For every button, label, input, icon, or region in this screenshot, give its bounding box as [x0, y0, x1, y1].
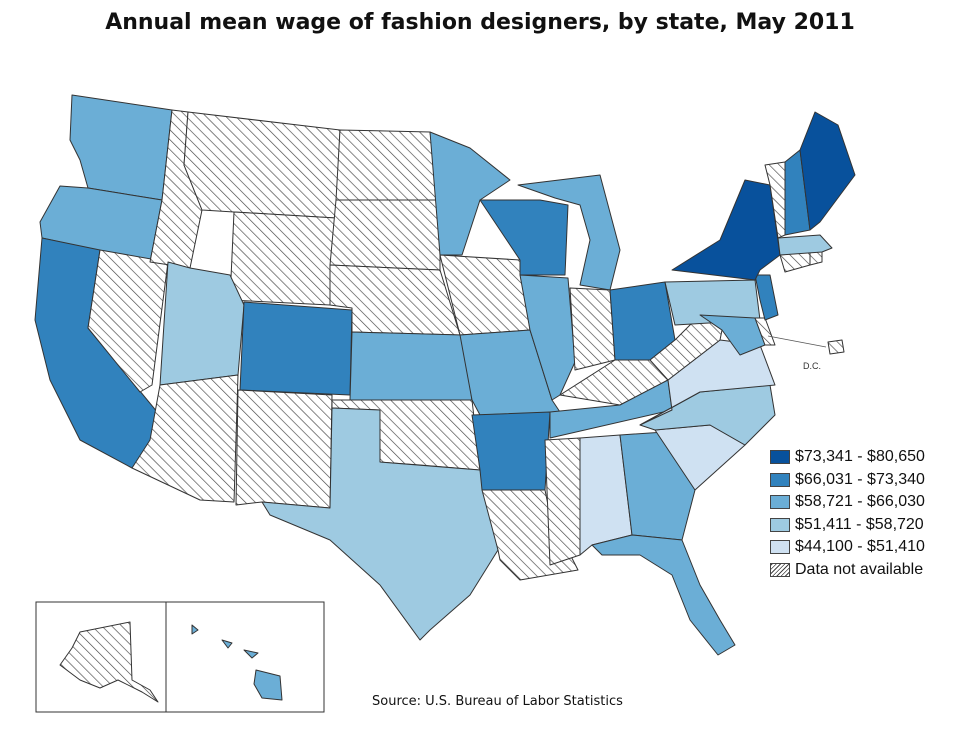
- state-ms: [544, 437, 581, 566]
- state-mi: [517, 174, 621, 291]
- legend-swatch: [770, 540, 790, 555]
- legend-swatch: [770, 495, 790, 510]
- legend-label: $73,341 - $80,650: [795, 448, 925, 466]
- legend-label: Data not available: [795, 560, 924, 578]
- state-nd: [335, 129, 441, 201]
- state-mt: [183, 111, 341, 219]
- state-tx: [261, 407, 499, 641]
- state-in: [569, 287, 616, 371]
- legend-swatch: [770, 517, 790, 532]
- legend: $73,341 - $80,650 $66,031 - $73,340 $58,72…: [770, 446, 955, 581]
- state-va: [639, 339, 776, 426]
- dc-label: D.C.: [803, 361, 821, 371]
- state-vt: [764, 161, 786, 239]
- legend-item: $73,341 - $80,650: [770, 446, 955, 469]
- state-wi: [479, 199, 569, 276]
- state-wa: [69, 94, 173, 201]
- state-wy: [229, 211, 337, 306]
- legend-item: Data not available: [770, 559, 955, 582]
- state-ak: [59, 621, 159, 703]
- state-ny: [671, 179, 781, 281]
- legend-item: $58,721 - $66,030: [770, 491, 955, 514]
- legend-label: $44,100 - $51,410: [795, 538, 925, 556]
- state-me: [799, 111, 856, 231]
- legend-item: $44,100 - $51,410: [770, 536, 955, 559]
- state-az: [131, 374, 239, 503]
- legend-item: $66,031 - $73,340: [770, 469, 955, 492]
- state-de: [754, 317, 776, 346]
- state-mn: [429, 131, 511, 256]
- hawaii-inset-box: [165, 601, 325, 713]
- state-nm: [235, 389, 333, 509]
- map-title: Annual mean wage of fashion designers, b…: [105, 10, 855, 35]
- state-ut: [159, 261, 245, 386]
- state-co: [239, 301, 353, 396]
- legend-item: $51,411 - $58,720: [770, 514, 955, 537]
- state-ri: [809, 251, 823, 266]
- source-note: Source: U.S. Bureau of Labor Statistics: [372, 694, 623, 709]
- legend-label: $51,411 - $58,720: [795, 515, 924, 533]
- state-ma: [777, 234, 833, 256]
- state-sd: [329, 199, 441, 271]
- state-nj: [754, 274, 779, 321]
- state-hi: [191, 624, 283, 701]
- state-ar: [471, 411, 551, 491]
- state-fl: [591, 534, 736, 656]
- state-md: [699, 314, 766, 356]
- state-dc: [827, 339, 845, 355]
- state-ks: [349, 331, 473, 401]
- legend-label: $58,721 - $66,030: [795, 493, 925, 511]
- legend-swatch: [770, 562, 790, 577]
- legend-swatch: [770, 450, 790, 465]
- legend-swatch: [770, 472, 790, 487]
- legend-label: $66,031 - $73,340: [795, 470, 925, 488]
